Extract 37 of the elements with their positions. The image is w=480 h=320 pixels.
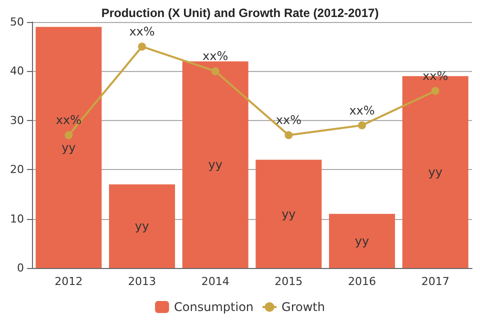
y-tick-label: 50	[10, 16, 24, 28]
x-tick-label: 2016	[348, 275, 376, 288]
data-label: xx%	[349, 103, 375, 118]
point	[358, 121, 366, 130]
data-label: xx%	[276, 113, 302, 128]
data-label: yy	[428, 165, 442, 180]
x-tick-label: 2015	[274, 275, 303, 288]
data-label: xx%	[202, 49, 228, 64]
x-tick-label: 2012	[54, 275, 83, 288]
legend-label: Consumption	[174, 300, 254, 314]
bar	[36, 26, 102, 268]
point	[64, 131, 73, 140]
point	[431, 86, 440, 95]
data-label: xx%	[56, 113, 82, 128]
y-tick-label: 30	[10, 114, 24, 127]
bar	[182, 61, 248, 268]
y-tick-label: 0	[17, 262, 24, 274]
x-tick-label: 2013	[128, 275, 156, 288]
bar	[329, 214, 395, 268]
point	[138, 42, 146, 51]
data-label: yy	[134, 219, 150, 234]
point	[284, 131, 293, 140]
bar	[256, 160, 322, 268]
data-label: xx%	[129, 24, 155, 39]
data-label: yy	[282, 206, 296, 221]
data-label: yy	[62, 140, 76, 154]
chart-title: Production (X Unit) and Growth Rate (2012-2017)	[101, 6, 379, 20]
data-label: yy	[354, 234, 370, 248]
y-tick-label: 10	[10, 212, 24, 226]
bar	[109, 184, 175, 268]
x-tick-label: 2014	[201, 275, 230, 288]
y-tick-label: 40	[10, 64, 24, 78]
data-label: yy	[208, 158, 222, 172]
y-tick-label: 20	[10, 163, 24, 176]
point	[211, 67, 220, 76]
legend-label: Growth	[282, 300, 325, 314]
x-tick-label: 2017	[421, 275, 450, 288]
